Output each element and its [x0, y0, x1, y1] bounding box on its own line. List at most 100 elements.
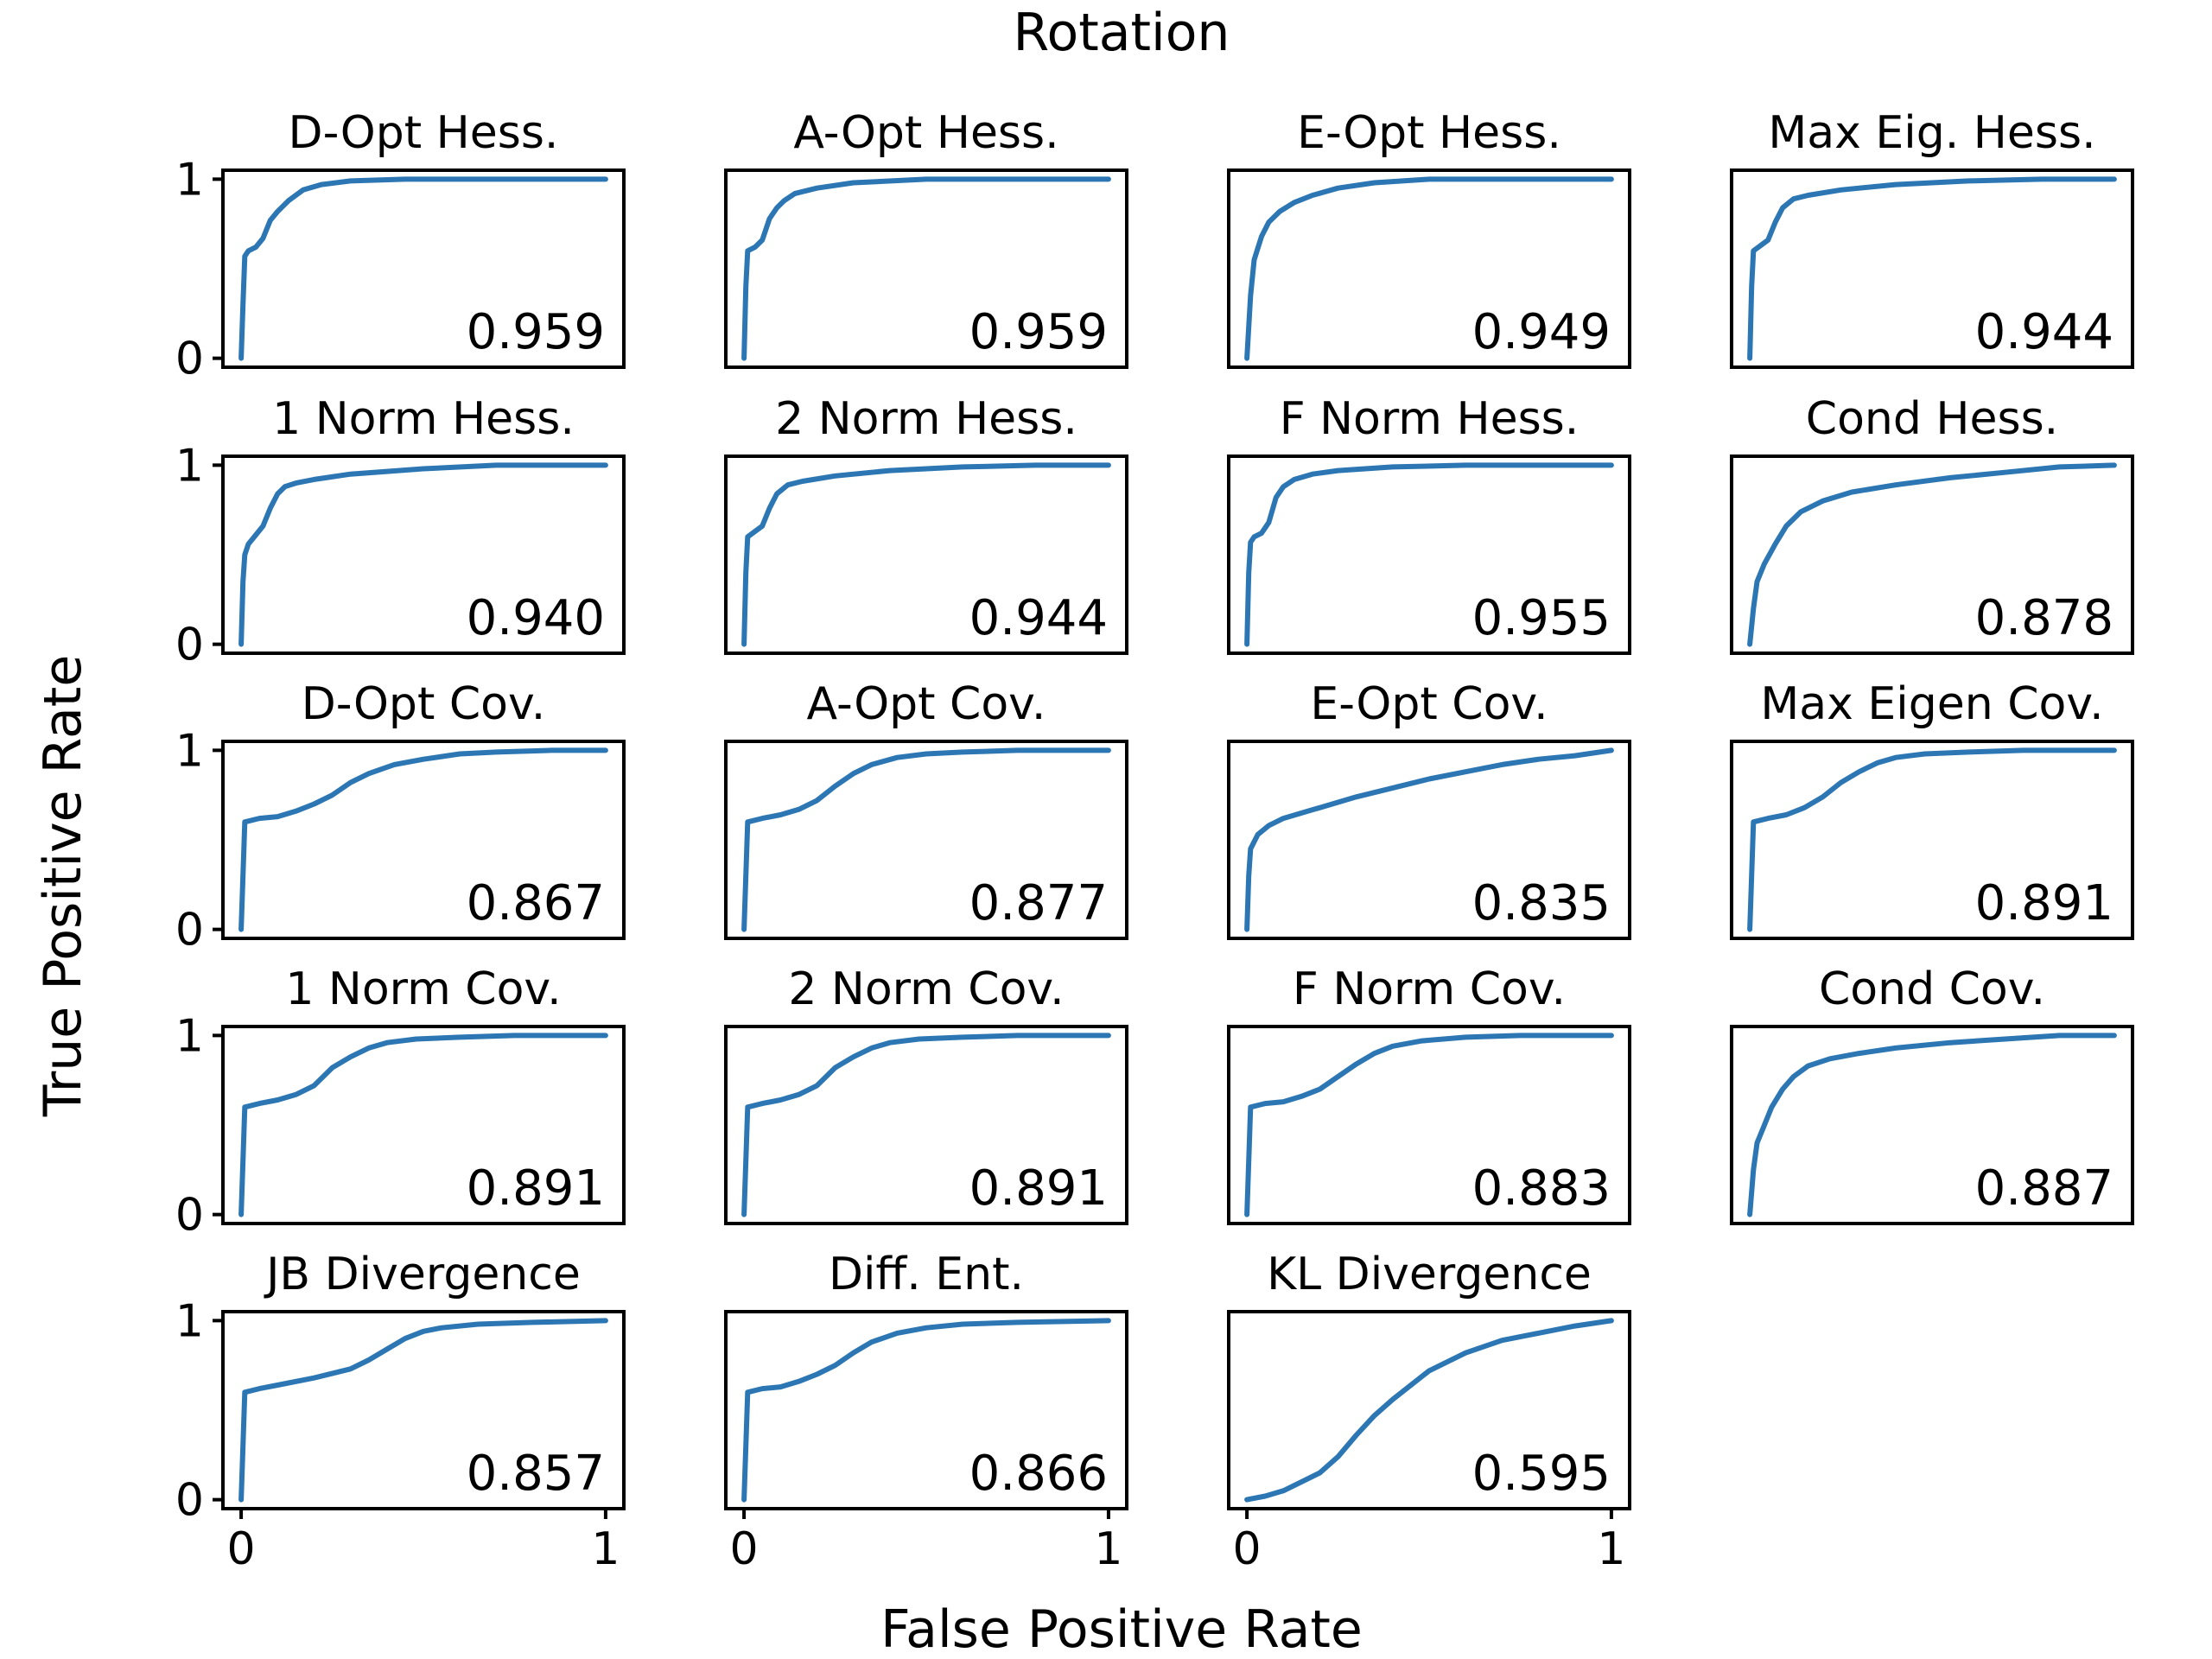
auc-value: 0.866 [969, 1446, 1108, 1502]
panel-d-opt-hess: 0 1 D-Opt Hess. 0.959 [175, 107, 626, 385]
roc-curve-line [1244, 1033, 1614, 1217]
panel-f-norm-hess: F Norm Hess. 0.955 [1227, 393, 1631, 655]
panel-frame [221, 168, 626, 369]
panel-frame [724, 168, 1128, 369]
panel-frame [1227, 454, 1631, 655]
panel-frame [1227, 168, 1631, 369]
panel-title: 1 Norm Cov. [285, 963, 561, 1015]
panel-e-opt-hess: E-Opt Hess. 0.949 [1227, 107, 1631, 369]
auc-value: 0.959 [969, 304, 1108, 360]
x-tick-label: 1 [1597, 1523, 1625, 1575]
panel-cond-hess: Cond Hess. 0.878 [1730, 393, 2134, 655]
panel-cond-cov: Cond Cov. 0.887 [1730, 963, 2134, 1225]
panel-frame [221, 740, 626, 940]
panel-title: D-Opt Hess. [289, 107, 559, 159]
roc-curve-line [238, 1318, 608, 1503]
panel-frame [1730, 454, 2134, 655]
auc-value: 0.867 [467, 875, 605, 931]
panel-f-norm-cov: F Norm Cov. 0.883 [1227, 963, 1631, 1225]
y-tick-label: 0 [175, 1190, 204, 1242]
panel-frame [1730, 168, 2134, 369]
panel-title: 2 Norm Cov. [788, 963, 1064, 1015]
panel-title: Cond Cov. [1819, 963, 2045, 1015]
figure-title: Rotation [1014, 3, 1230, 63]
panel-title: D-Opt Cov. [302, 678, 546, 730]
auc-value: 0.949 [1472, 304, 1611, 360]
y-tick-label: 0 [175, 1475, 204, 1527]
auc-value: 0.940 [467, 590, 605, 646]
panel-title: A-Opt Hess. [793, 107, 1058, 159]
roc-curve-line [1747, 747, 2117, 932]
x-axis-label: False Positive Rate [880, 1599, 1363, 1659]
panel-frame [221, 1310, 626, 1510]
roc-curve-line [741, 462, 1111, 647]
panel-title: Diff. Ent. [829, 1249, 1024, 1300]
panel-frame [1227, 1310, 1631, 1510]
auc-value: 0.887 [1975, 1160, 2113, 1217]
panel-grid: 0 1 D-Opt Hess. 0.959 A-Opt Hess. 0.959 E-Opt … [175, 107, 2134, 1575]
panel-title: KL Divergence [1267, 1249, 1592, 1300]
roc-curve-line [741, 1318, 1111, 1503]
panel-title: 2 Norm Hess. [775, 393, 1077, 445]
roc-curve-line [238, 1033, 608, 1217]
panel-frame [1730, 1025, 2134, 1225]
panel-title: E-Opt Hess. [1297, 107, 1561, 159]
y-tick-label: 0 [175, 620, 204, 671]
auc-value: 0.944 [1975, 304, 2113, 360]
panel-title: Max Eigen Cov. [1760, 678, 2103, 730]
panel-frame [1227, 740, 1631, 940]
panel-title: Cond Hess. [1806, 393, 2058, 445]
roc-curve-line [1244, 176, 1614, 361]
panel-1-norm-hess: 0 1 1 Norm Hess. 0.940 [175, 393, 626, 671]
roc-curve-line [741, 747, 1111, 932]
y-tick-label: 1 [175, 440, 204, 492]
y-axis-label: True Positive Rate [33, 655, 93, 1117]
x-tick-label: 1 [591, 1523, 620, 1575]
panel-title: Max Eig. Hess. [1768, 107, 2095, 159]
panel-a-opt-hess: A-Opt Hess. 0.959 [724, 107, 1128, 369]
y-tick-label: 0 [175, 905, 204, 957]
panel-2-norm-cov: 2 Norm Cov. 0.891 [724, 963, 1128, 1225]
auc-value: 0.944 [969, 590, 1108, 646]
auc-value: 0.835 [1472, 875, 1611, 931]
panel-frame [724, 740, 1128, 940]
panel-kl-divergence: 0 1 KL Divergence 0.595 [1227, 1249, 1631, 1575]
roc-curve-line [1244, 747, 1614, 932]
panel-title: F Norm Hess. [1280, 393, 1580, 445]
y-tick-label: 1 [175, 1010, 204, 1062]
auc-value: 0.883 [1472, 1160, 1611, 1217]
auc-value: 0.891 [467, 1160, 605, 1217]
panel-d-opt-cov: 0 1 D-Opt Cov. 0.867 [175, 678, 626, 957]
panel-a-opt-cov: A-Opt Cov. 0.877 [724, 678, 1128, 940]
roc-curve-line [741, 1033, 1111, 1217]
roc-curve-line [1747, 1033, 2117, 1217]
roc-curve-line [1244, 462, 1614, 647]
auc-value: 0.959 [467, 304, 605, 360]
panel-frame [724, 1310, 1128, 1510]
y-tick-label: 1 [175, 1295, 204, 1347]
x-tick-label: 0 [227, 1523, 256, 1575]
y-tick-label: 1 [175, 725, 204, 777]
roc-curve-line [238, 747, 608, 932]
roc-curve-line [1747, 462, 2117, 647]
panel-max-eigen-cov: Max Eigen Cov. 0.891 [1730, 678, 2134, 940]
panel-title: E-Opt Cov. [1310, 678, 1548, 730]
x-tick-label: 0 [1233, 1523, 1262, 1575]
roc-curve-line [238, 462, 608, 647]
auc-value: 0.857 [467, 1446, 605, 1502]
roc-curve-line [741, 176, 1111, 361]
auc-value: 0.595 [1472, 1446, 1611, 1502]
panel-frame [221, 454, 626, 655]
panel-frame [221, 1025, 626, 1225]
panel-frame [1227, 1025, 1631, 1225]
panel-title: F Norm Cov. [1293, 963, 1566, 1015]
panel-max-eig-hess: Max Eig. Hess. 0.944 [1730, 107, 2134, 369]
roc-curve-line [1747, 176, 2117, 361]
panel-title: 1 Norm Hess. [272, 393, 575, 445]
auc-value: 0.877 [969, 875, 1108, 931]
panel-1-norm-cov: 0 1 1 Norm Cov. 0.891 [175, 963, 626, 1242]
roc-curve-line [238, 176, 608, 361]
y-tick-label: 1 [175, 154, 204, 206]
panel-title: JB Divergence [264, 1249, 581, 1300]
x-tick-label: 1 [1094, 1523, 1122, 1575]
